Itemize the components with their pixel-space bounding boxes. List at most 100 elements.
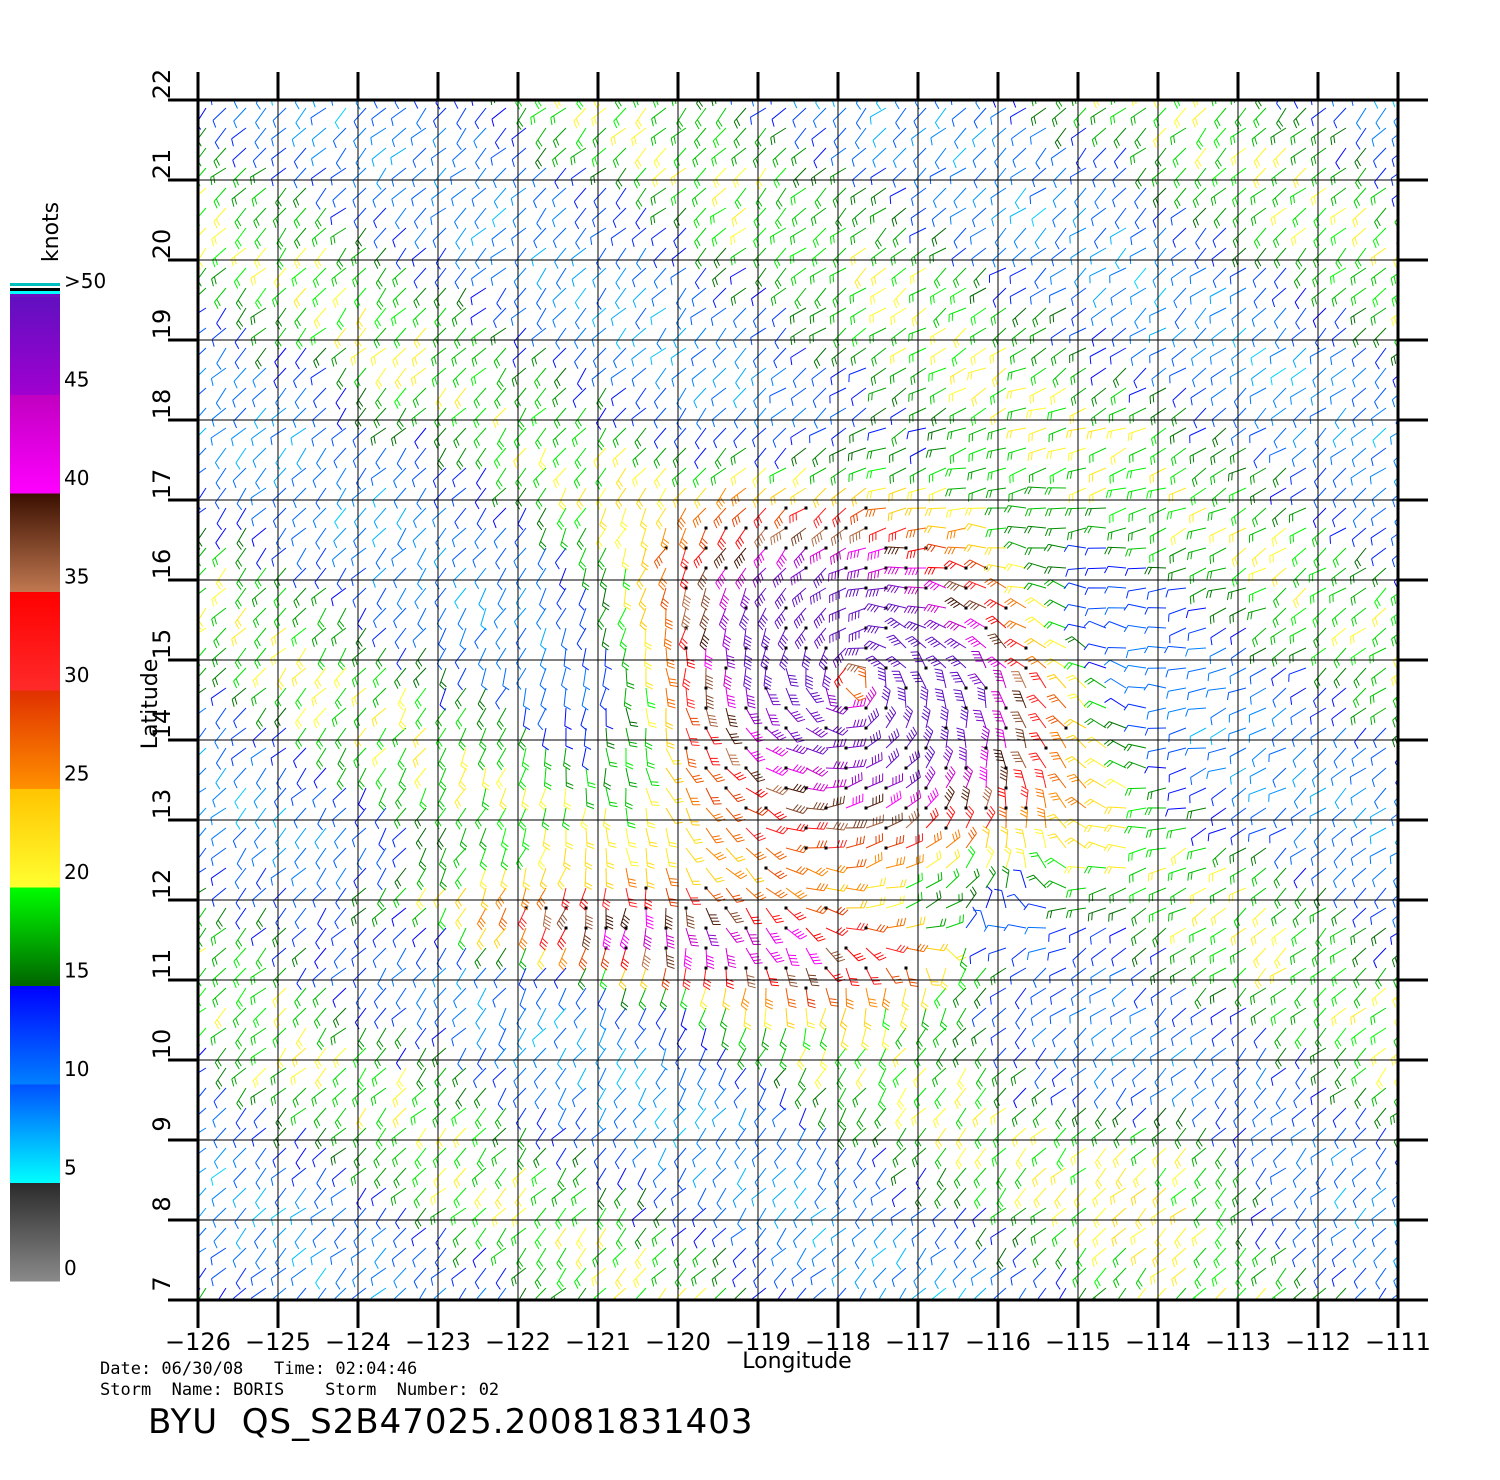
wind-barb xyxy=(1370,707,1387,726)
wind-barb xyxy=(593,187,607,209)
wind-barb xyxy=(553,367,567,389)
wind-barb xyxy=(1291,1287,1307,1300)
wind-barb xyxy=(663,627,672,650)
wind-barb xyxy=(416,1047,427,1071)
wind-barb xyxy=(1092,100,1100,109)
wind-barb xyxy=(492,167,507,189)
wind-barb xyxy=(1004,525,1027,534)
wind-barb xyxy=(352,267,367,288)
wind-barb xyxy=(252,147,267,169)
wind-barb xyxy=(752,567,767,588)
wind-barb xyxy=(725,787,746,803)
wind-barb xyxy=(198,1187,207,1198)
wind-barb xyxy=(770,487,787,506)
wind-barb xyxy=(1371,547,1387,567)
wind-barb xyxy=(730,447,747,466)
wind-barb xyxy=(1274,947,1287,969)
wind-barb xyxy=(785,947,800,966)
wind-barb xyxy=(555,1147,567,1170)
rain-flag-dot xyxy=(804,506,808,510)
wind-barb xyxy=(964,618,987,630)
wind-barb xyxy=(1334,787,1347,810)
wind-barb xyxy=(234,607,247,630)
wind-barb xyxy=(913,1087,927,1109)
wind-barb xyxy=(1331,607,1347,628)
wind-barb xyxy=(656,327,667,350)
wind-barb xyxy=(640,527,649,551)
wind-barb xyxy=(543,747,552,770)
wind-barb xyxy=(891,670,907,689)
wind-barb xyxy=(679,527,688,551)
wind-barb xyxy=(494,1047,507,1069)
wind-barb xyxy=(692,467,707,488)
wind-barb xyxy=(891,1187,907,1208)
wind-barb xyxy=(1170,1067,1187,1086)
wind-barb xyxy=(751,367,767,387)
wind-barb xyxy=(1191,1287,1207,1300)
wind-barb xyxy=(453,1147,467,1169)
longitude-tick-label: −116 xyxy=(965,1328,1031,1356)
wind-barb xyxy=(1104,546,1127,555)
wind-barb xyxy=(1166,707,1187,720)
wind-barb xyxy=(373,987,387,1009)
wind-barb xyxy=(1374,887,1387,909)
wind-barb xyxy=(235,987,247,1010)
wind-barb xyxy=(198,1227,207,1238)
wind-barb xyxy=(854,1207,867,1230)
wind-barb xyxy=(431,187,447,207)
rain-flag-dot xyxy=(944,726,948,730)
wind-barb xyxy=(534,1087,547,1110)
wind-barb xyxy=(1392,695,1398,708)
wind-barb xyxy=(275,1247,287,1270)
wind-barb xyxy=(1334,1187,1347,1209)
wind-barb xyxy=(715,567,727,590)
wind-barb xyxy=(1030,1227,1047,1246)
wind-barb xyxy=(496,427,507,451)
wind-barb xyxy=(665,767,684,784)
rain-flag-dot xyxy=(704,746,708,750)
wind-barb xyxy=(1027,447,1047,462)
wind-barb xyxy=(456,107,467,130)
wind-barb xyxy=(295,687,307,710)
wind-barb xyxy=(892,1047,907,1068)
wind-barb xyxy=(685,867,701,885)
wind-barb xyxy=(889,347,907,365)
wind-barb xyxy=(317,647,327,671)
wind-barb xyxy=(898,1287,907,1300)
wind-barb xyxy=(1170,207,1187,226)
rain-flag-dot xyxy=(904,566,908,570)
wind-barb xyxy=(1091,1247,1107,1267)
wind-barb xyxy=(493,967,507,989)
wind-barb xyxy=(1050,1167,1067,1186)
wind-barb xyxy=(452,567,467,589)
wind-barb xyxy=(825,927,849,937)
rain-flag-dot xyxy=(1004,726,1008,730)
wind-barb xyxy=(712,127,727,149)
wind-barb xyxy=(1123,703,1147,711)
wind-barb xyxy=(497,1087,507,1111)
wind-barb xyxy=(1393,255,1398,269)
wind-barb xyxy=(217,1287,227,1300)
rain-flag-dot xyxy=(844,786,848,790)
wind-barb xyxy=(1127,427,1147,442)
wind-barb xyxy=(574,207,587,230)
wind-barb xyxy=(417,567,427,591)
wind-barb xyxy=(856,1107,867,1130)
wind-barb xyxy=(1011,690,1027,709)
wind-barb xyxy=(1009,967,1027,985)
wind-barb xyxy=(598,1027,607,1051)
wind-barb xyxy=(1031,207,1047,227)
wind-barb xyxy=(563,687,571,711)
wind-barb xyxy=(1390,272,1398,286)
wind-barb xyxy=(473,387,487,409)
wind-barb xyxy=(1270,627,1287,646)
wind-barb xyxy=(610,227,627,246)
wind-barb xyxy=(1144,566,1167,575)
wind-barb xyxy=(312,1308,326,1327)
wind-barb xyxy=(252,1308,266,1326)
wind-barb xyxy=(1253,107,1267,129)
wind-barb xyxy=(1231,307,1247,327)
wind-barb xyxy=(583,727,592,750)
wind-barb xyxy=(271,167,287,187)
wind-barb xyxy=(805,766,829,777)
